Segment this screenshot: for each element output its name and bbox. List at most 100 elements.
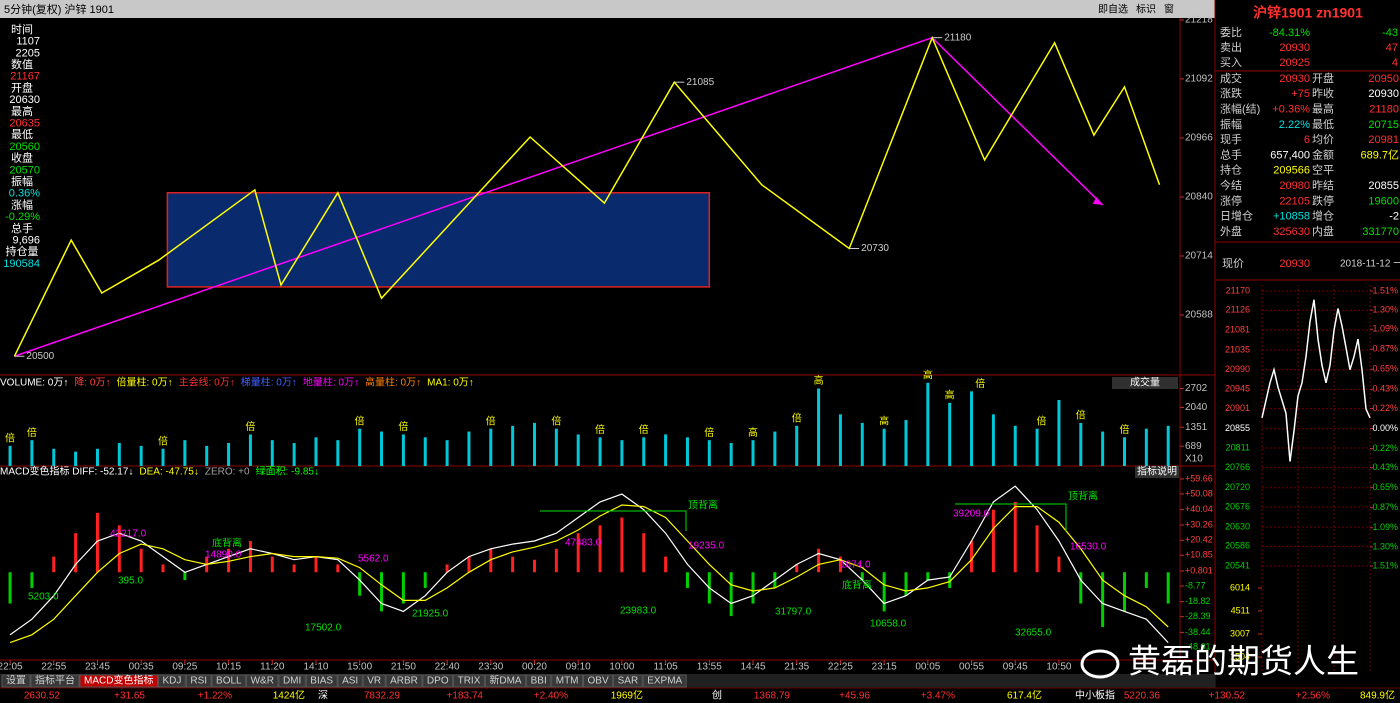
y-tick-label: 20720 [1225, 482, 1250, 492]
tab-background[interactable] [1, 674, 31, 688]
tab[interactable]: DPO [427, 676, 449, 687]
tab-background[interactable] [484, 674, 527, 688]
bar [423, 437, 427, 466]
info-value: 20630 [9, 94, 40, 106]
bar [183, 572, 187, 581]
tab-background[interactable] [30, 674, 80, 688]
bar [161, 564, 165, 573]
quote-label: 涨幅(结) [1220, 103, 1260, 116]
tab[interactable]: RSI [190, 676, 207, 687]
unit-label: X10 [1185, 454, 1203, 465]
tab[interactable]: ASI [342, 676, 358, 687]
x-tick-label: 09:10 [566, 662, 591, 673]
bar [358, 428, 362, 466]
y2-tick-label: 0.87% [1372, 344, 1398, 354]
bar [1013, 501, 1017, 573]
tab[interactable]: MTM [556, 676, 579, 687]
diff-line [9, 485, 1169, 644]
tab[interactable]: KDJ [162, 676, 181, 687]
panel-button-label[interactable]: 指标说明 [1137, 465, 1177, 478]
bar [161, 448, 165, 466]
bar [314, 437, 318, 466]
y2-tick-label: 0.43% [1372, 384, 1398, 394]
x-tick-label: 22:25 [828, 662, 853, 673]
header-button[interactable]: 窗 [1164, 3, 1174, 16]
quote-value: -2 [1389, 211, 1399, 223]
quote-value: 2.22% [1279, 119, 1310, 131]
legend-item: 绿面积: -9.85↓ [256, 465, 319, 478]
tab[interactable]: SAR [618, 676, 639, 687]
tab-background[interactable] [422, 674, 454, 688]
tab[interactable]: BBI [531, 676, 547, 687]
bar [248, 434, 252, 466]
bar [30, 572, 34, 588]
bar [270, 556, 274, 573]
tab[interactable]: BOLL [216, 676, 242, 687]
bar [554, 428, 558, 466]
tab-background[interactable] [453, 674, 485, 688]
tab-background[interactable] [211, 674, 247, 688]
tab[interactable]: EXPMA [647, 676, 682, 687]
y-tick-label: 689 [1185, 441, 1202, 452]
tab[interactable]: 设置 [6, 675, 26, 687]
tab-background[interactable] [185, 674, 212, 688]
panel-button-label[interactable]: 成交量 [1130, 376, 1160, 389]
quote-label: 内盘 [1312, 224, 1334, 238]
quote-label: 总手 [1220, 147, 1242, 161]
quote-value: 20930 [1279, 42, 1310, 54]
tab-background[interactable] [583, 674, 614, 688]
tab-background[interactable] [613, 674, 643, 688]
quote-label: 成交 [1220, 71, 1242, 85]
tab-background[interactable] [337, 674, 363, 688]
quote-value: 331770 [1362, 226, 1399, 238]
tab[interactable]: 新DMA [489, 674, 522, 687]
y-tick-label: -48.01 [1185, 642, 1211, 652]
tab[interactable]: MACD变色指标 [84, 674, 153, 687]
tab[interactable]: BIAS [310, 676, 333, 687]
trend-arrow [931, 37, 1104, 206]
tab-background[interactable] [305, 674, 338, 688]
bar [882, 428, 886, 466]
bar [1144, 572, 1148, 588]
tab-background[interactable] [642, 674, 687, 688]
panel-button[interactable] [1135, 466, 1179, 478]
status-item: +2.40% [534, 691, 568, 702]
tab-background[interactable] [385, 674, 423, 688]
bar [1101, 572, 1105, 627]
tab[interactable]: 指标平台 [35, 674, 75, 687]
macd-label: 5203.0 [28, 592, 59, 603]
bar [904, 420, 908, 466]
tab-background[interactable] [79, 674, 158, 688]
panel-button[interactable] [1112, 377, 1178, 389]
y-tick-label: -8.77 [1185, 580, 1206, 590]
tab[interactable]: DMI [283, 676, 301, 687]
bar [292, 564, 296, 573]
x-tick-label: 09:25 [172, 662, 197, 673]
range-box [166, 192, 711, 288]
header-button[interactable]: 标识 [1136, 4, 1156, 16]
header-button[interactable]: 即自选 [1098, 3, 1128, 16]
quote-value: 20950 [1368, 73, 1399, 85]
tab-background[interactable] [551, 674, 584, 688]
tab-background[interactable] [246, 674, 279, 688]
bar [532, 559, 536, 573]
bar [30, 440, 34, 466]
tab-background[interactable] [157, 674, 186, 688]
bar [380, 572, 384, 612]
quote-value: 19600 [1368, 195, 1399, 207]
tab-background[interactable] [526, 674, 552, 688]
tab-background[interactable] [362, 674, 386, 688]
tab[interactable]: TRIX [458, 676, 481, 687]
bar [1122, 437, 1126, 466]
status-item: 5220.36 [1124, 691, 1161, 702]
bar [1079, 572, 1083, 604]
tab[interactable]: ARBR [390, 676, 418, 687]
tab-background[interactable] [278, 674, 306, 688]
bar [401, 434, 405, 466]
y-tick-label: +50.08 [1185, 488, 1213, 498]
tab[interactable]: W&R [251, 676, 274, 687]
tab[interactable]: OBV [588, 676, 609, 687]
tab[interactable]: VR [367, 676, 381, 687]
macd-label: 底背离 [212, 537, 242, 550]
